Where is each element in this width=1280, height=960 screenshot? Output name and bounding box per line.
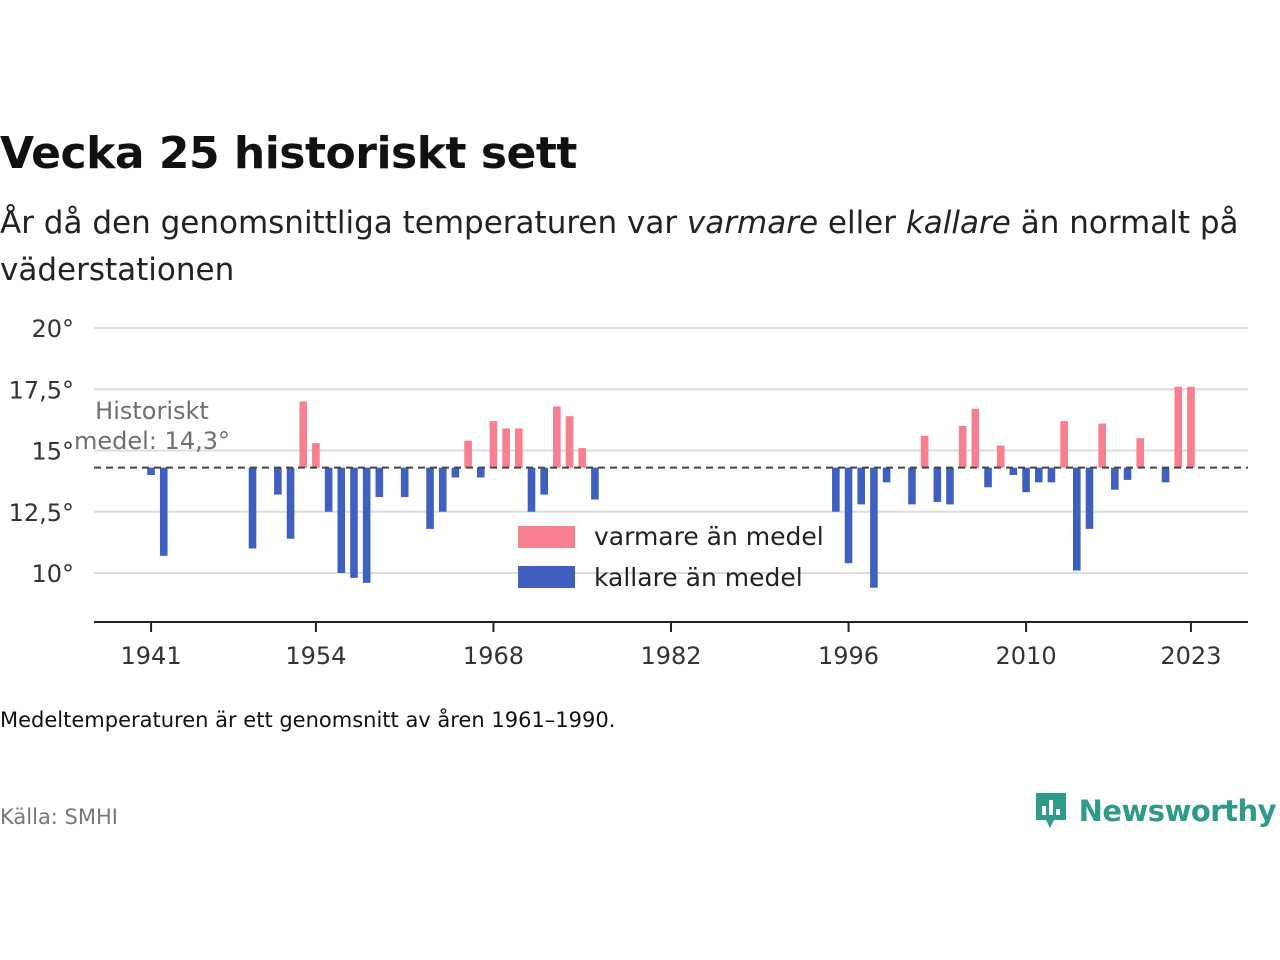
y-tick-label: 20°: [31, 315, 74, 343]
legend-label-cold: kallare än medel: [594, 563, 803, 592]
subtitle-text-start: År då den genomsnittliga temperaturen va…: [0, 205, 687, 241]
bar-cold: [1009, 467, 1018, 475]
bar-cold: [1022, 467, 1030, 493]
x-axis-ticks: 1941 1954 1968 1982 1996 2010 2023: [121, 622, 1221, 670]
footnote: Medeltemperaturen är ett genomsnitt av å…: [0, 708, 616, 732]
legend-label-warm: varmare än medel: [594, 522, 824, 551]
legend-swatch-cold: [518, 566, 575, 588]
bar-cold: [248, 467, 257, 549]
bar-cold: [274, 467, 282, 495]
bar-chart: 10° 12,5° 15° 17,5° 20° Historiskt medel: 14…: [9, 315, 1248, 670]
bar-warm: [464, 440, 472, 468]
bar-warm: [578, 448, 587, 468]
bar-cold: [1123, 467, 1132, 480]
brand-logo[interactable]: Newsworthy: [1033, 790, 1277, 832]
bar-cold: [375, 467, 384, 498]
x-tick-label: 1941: [121, 642, 182, 670]
baseline-label-line1: Historiskt: [95, 397, 209, 425]
x-tick-label: 1968: [463, 642, 524, 670]
bar-cold: [946, 467, 954, 505]
bar-cold: [1072, 467, 1081, 571]
bar-warm: [312, 443, 320, 468]
bar-warm: [489, 421, 498, 468]
subtitle-text-end: än normalt på väderstationen: [0, 205, 1239, 288]
bar-cold: [324, 467, 333, 512]
chart-subtitle: År då den genomsnittliga temperaturen va…: [0, 200, 1240, 294]
bar-warm: [996, 445, 1005, 468]
bar-cold: [286, 467, 295, 539]
newsworthy-icon: [1035, 793, 1066, 828]
subtitle-cold-word: kallare: [905, 205, 1011, 241]
chart-title: Vecka 25 historiskt sett: [0, 128, 577, 179]
baseline-label-line2: medel: 14,3°: [74, 427, 230, 455]
bar-warm: [1174, 386, 1183, 468]
bar-cold: [362, 467, 371, 583]
bar-cold: [426, 467, 434, 529]
legend-swatch-warm: [518, 526, 575, 548]
subtitle-text-middle: eller: [818, 205, 906, 241]
y-tick-label: 15°: [31, 438, 74, 466]
y-tick-label: 10°: [31, 560, 74, 588]
bar-cold: [1085, 467, 1094, 529]
bar-cold: [438, 467, 447, 512]
bar-cold: [337, 467, 346, 573]
bar-warm: [502, 428, 510, 468]
x-tick-label: 1996: [818, 642, 879, 670]
bar-warm: [1187, 386, 1195, 468]
source-label: Källa: SMHI: [0, 805, 118, 829]
brand-name: Newsworthy: [1078, 794, 1277, 828]
bar-cold: [1047, 467, 1056, 483]
bar-warm: [958, 426, 967, 468]
bars: [147, 386, 1195, 588]
bar-warm: [515, 428, 523, 468]
bar-cold: [451, 467, 460, 478]
bar-cold: [984, 467, 992, 488]
bar-cold: [882, 467, 891, 483]
bar-cold: [540, 467, 548, 495]
bar-cold: [159, 467, 168, 556]
y-axis-ticks: 10° 12,5° 15° 17,5° 20°: [9, 315, 74, 588]
bar-warm: [971, 408, 980, 468]
bar-warm: [565, 416, 574, 468]
bar-warm: [1136, 438, 1145, 468]
bar-cold: [908, 467, 916, 505]
x-tick-label: 2023: [1160, 642, 1221, 670]
bar-cold: [933, 467, 942, 502]
bar-cold: [591, 467, 599, 500]
bar-cold: [857, 467, 866, 505]
subtitle-warm-word: varmare: [686, 205, 819, 241]
gridlines: [94, 327, 1248, 574]
bar-warm: [553, 406, 561, 468]
bar-cold: [350, 467, 358, 578]
x-tick-label: 1982: [640, 642, 701, 670]
bar-cold: [832, 467, 840, 512]
bar-cold: [527, 467, 536, 512]
bar-warm: [1060, 421, 1068, 468]
x-tick-label: 1954: [285, 642, 346, 670]
bar-warm: [299, 401, 308, 468]
legend: varmare än medel kallare än medel: [518, 522, 824, 592]
x-tick-label: 2010: [996, 642, 1057, 670]
bar-cold: [844, 467, 853, 564]
bar-cold: [1111, 467, 1119, 490]
bar-warm: [920, 435, 929, 468]
bar-cold: [1034, 467, 1043, 483]
y-tick-label: 17,5°: [9, 376, 74, 404]
bar-cold: [1161, 467, 1170, 483]
bar-cold: [147, 467, 155, 475]
bar-warm: [1098, 423, 1106, 468]
y-tick-label: 12,5°: [9, 499, 74, 527]
bar-cold: [400, 467, 409, 498]
bar-cold: [476, 467, 485, 478]
bar-cold: [870, 467, 878, 588]
